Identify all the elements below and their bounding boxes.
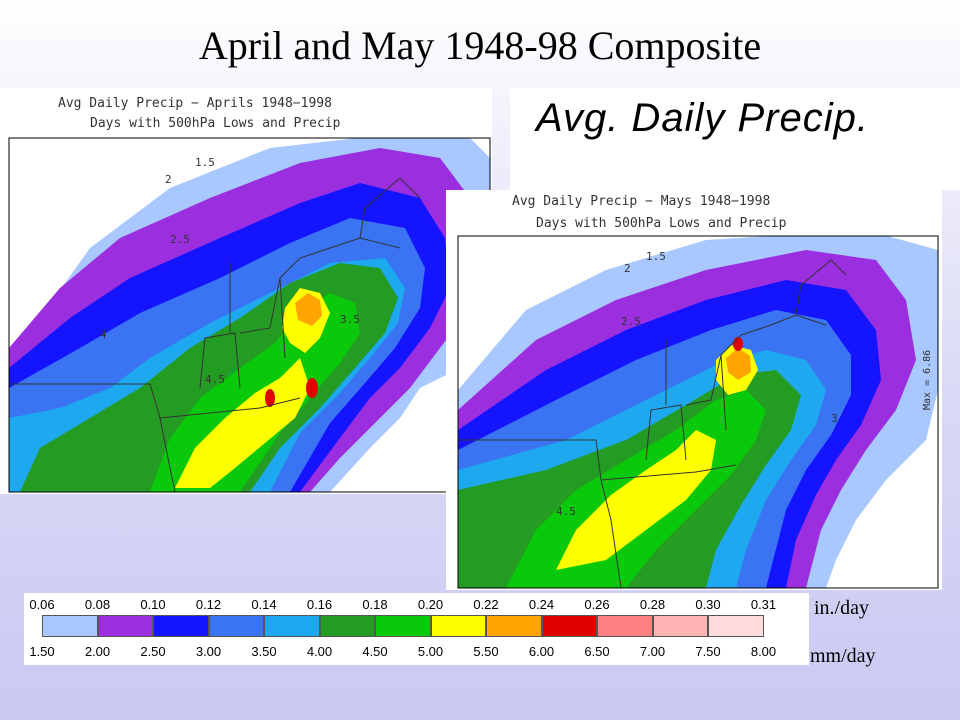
legend-inch-tick: 0.30 [695, 597, 721, 612]
april-precip-map: Avg Daily Precip − Aprils 1948−1998 Days… [0, 88, 492, 494]
april-contour-label: 2 [165, 173, 172, 186]
may-map-subtitle: Days with 500hPa Lows and Precip [536, 216, 787, 231]
legend-swatch [42, 615, 98, 637]
legend-swatch [708, 615, 764, 637]
april-contour-label: 2.5 [170, 233, 190, 246]
april-contour-label: 1.5 [195, 156, 215, 169]
legend-mm-tick: 6.00 [528, 644, 555, 659]
may-max-label: Max = 6.86 [922, 350, 933, 410]
legend-swatch [153, 615, 209, 637]
color-scale-legend: 0.06 0.08 0.10 0.12 0.14 0.16 0.18 0.20 0.22 0.24… [24, 593, 809, 665]
legend-inch-tick: 0.20 [417, 597, 444, 612]
legend-swatch [541, 615, 597, 637]
legend-swatch [319, 615, 375, 637]
legend-inch-tick: 0.26 [584, 597, 610, 612]
legend-mm-tick: 6.50 [584, 644, 610, 659]
unit-inches-label: in./day [814, 597, 869, 619]
legend-mm-tick: 7.00 [639, 644, 666, 659]
legend-swatch [430, 615, 486, 637]
legend-mm-tick: 3.00 [195, 644, 222, 659]
legend-mm-tick: 1.50 [29, 644, 55, 659]
legend-mm-tick: 5.50 [473, 644, 499, 659]
legend-inch-tick: 0.12 [195, 597, 222, 612]
april-map-title: Avg Daily Precip − Aprils 1948−1998 [58, 96, 332, 111]
legend-swatch [652, 615, 708, 637]
legend-mm-tick: 2.00 [84, 644, 111, 659]
slide-subtitle: Avg. Daily Precip. [536, 96, 869, 140]
legend-swatch [597, 615, 653, 637]
legend-inch-tick: 0.24 [528, 597, 555, 612]
legend-mm-tick: 5.00 [417, 644, 444, 659]
april-contour-label: 4 [100, 328, 107, 341]
slide-title: April and May 1948-98 Composite [198, 23, 762, 68]
legend-swatch [486, 615, 542, 637]
april-contour-label: 3.5 [340, 313, 360, 326]
may-contour-label: 1.5 [646, 250, 666, 263]
legend-swatch [208, 615, 264, 637]
subtitle-background [510, 88, 960, 190]
may-contour-label: 2.5 [621, 315, 641, 328]
legend-mm-tick: 7.50 [695, 644, 721, 659]
may-precip-map: Avg Daily Precip − Mays 1948−1998 Days w… [446, 190, 942, 590]
april-contour-label: 4.5 [205, 373, 225, 386]
legend-swatch [97, 615, 153, 637]
legend-inch-tick: 0.16 [306, 597, 333, 612]
may-contour-map: 1.5 2 2.5 3 4.5 Max = 6.86 [457, 235, 939, 589]
may-contour-label: 3 [831, 412, 838, 425]
legend-swatch [375, 615, 431, 637]
legend-mm-tick: 4.50 [362, 644, 388, 659]
may-contour-label: 2 [624, 262, 631, 275]
legend-inch-tick: 0.14 [251, 597, 277, 612]
legend-inch-tick: 0.28 [639, 597, 666, 612]
april-map-subtitle: Days with 500hPa Lows and Precip [90, 116, 341, 131]
legend-inch-tick: 0.22 [473, 597, 499, 612]
legend-mm-tick: 2.50 [140, 644, 166, 659]
legend-swatch [264, 615, 320, 637]
legend-inch-tick: 0.08 [84, 597, 111, 612]
legend-mm-tick: 8.00 [750, 644, 777, 659]
may-map-title: Avg Daily Precip − Mays 1948−1998 [512, 194, 771, 209]
may-contour-label: 4.5 [556, 505, 576, 518]
legend-inch-tick: 0.10 [140, 597, 166, 612]
april-contour-map: 1.5 2 2.5 3.5 4 4.5 [8, 137, 491, 493]
legend-inch-tick: 0.06 [29, 597, 55, 612]
legend-mm-tick: 4.00 [306, 644, 333, 659]
legend-inch-tick: 0.31 [750, 597, 777, 612]
legend-inch-tick: 0.18 [362, 597, 388, 612]
legend-mm-tick: 3.50 [251, 644, 277, 659]
unit-mm-label: mm/day [810, 645, 876, 667]
